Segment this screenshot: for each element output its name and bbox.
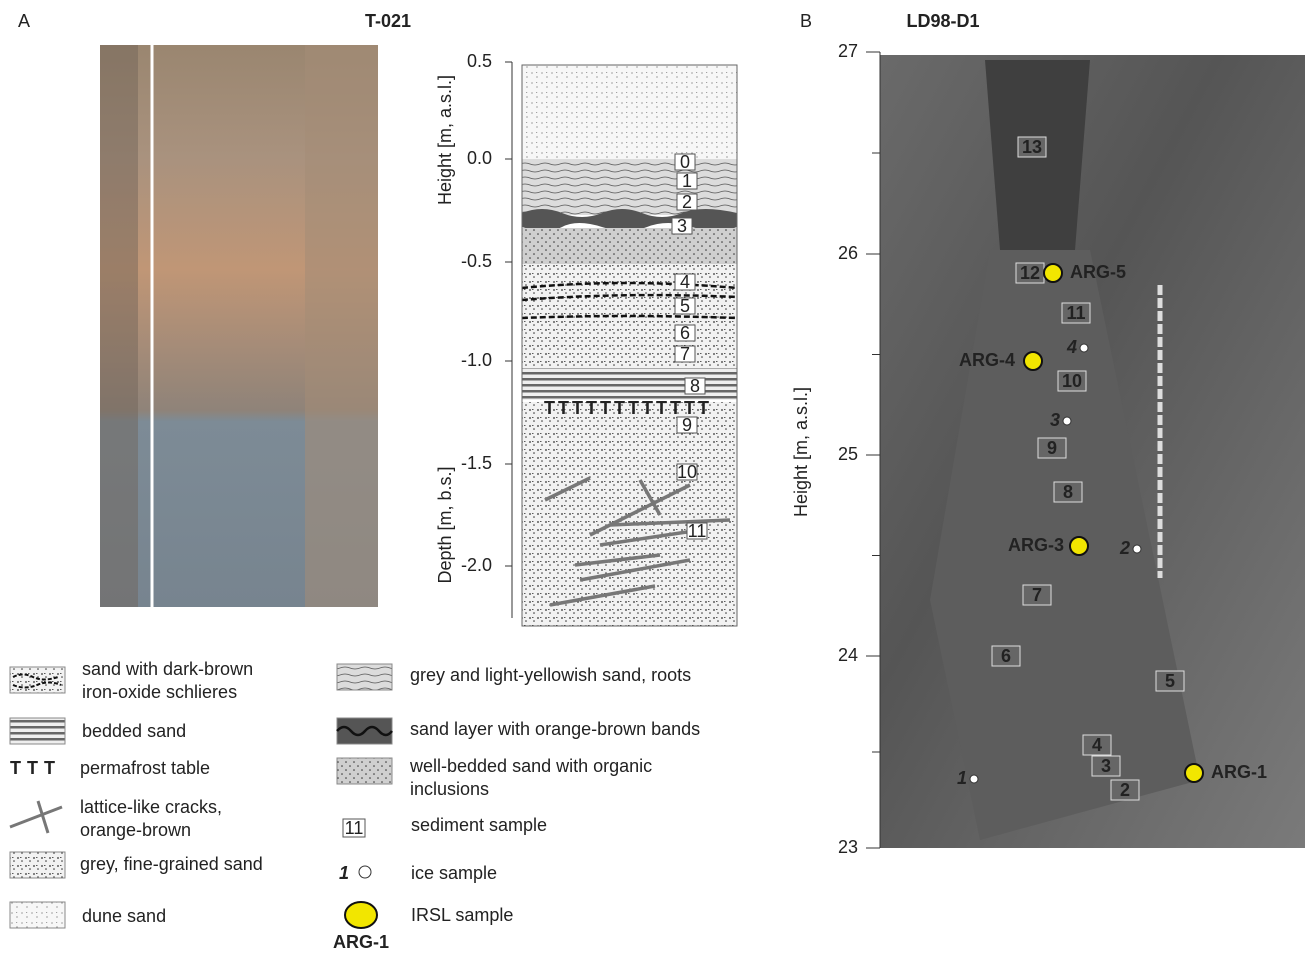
axis-label: Height [m, a.s.l.]	[791, 387, 811, 517]
tick-label: -1.5	[461, 453, 492, 473]
panel-letter: B	[800, 11, 812, 31]
ice-sample-label: 2	[1119, 538, 1130, 558]
legend-symbol	[10, 801, 62, 833]
legend-label: lattice-like cracks,	[80, 797, 222, 817]
layer-label: 2	[1120, 780, 1130, 800]
layer-label: 11	[1066, 303, 1085, 323]
legend-symbol: TTT	[10, 758, 61, 778]
irsl-sample	[1024, 352, 1042, 370]
layer-label: 0	[680, 152, 690, 172]
legend-symbol	[359, 866, 371, 878]
legend-swatch	[337, 664, 392, 690]
legend-label: inclusions	[410, 779, 489, 799]
legend-label: grey and light-yellowish sand, roots	[410, 665, 691, 685]
legend-label: permafrost table	[80, 758, 210, 778]
layer-label: 11	[345, 818, 364, 838]
legend-swatch	[337, 758, 392, 784]
tick-label: 0.5	[467, 51, 492, 71]
legend-label: dune sand	[82, 906, 166, 926]
layer-label: 6	[680, 323, 690, 343]
layer-label: 12	[1020, 263, 1040, 283]
legend-label: well-bedded sand with organic	[409, 756, 652, 776]
legend-swatch	[10, 852, 65, 878]
legend-label: sediment sample	[411, 815, 547, 835]
tick-label: -2.0	[461, 555, 492, 575]
axis-label: Depth [m, b.s.]	[435, 466, 455, 583]
layer-label: 9	[682, 415, 692, 435]
legend-symbol	[345, 902, 377, 928]
layer-label: 9	[1047, 438, 1057, 458]
panel-b-photo	[880, 55, 1305, 848]
tick-label: 24	[838, 645, 858, 665]
irsl-sample	[1070, 537, 1088, 555]
irsl-label: ARG-5	[1070, 262, 1126, 282]
layer-label: 2	[682, 192, 692, 212]
legend-symbol: 1	[339, 863, 349, 883]
layer-label: 13	[1022, 137, 1042, 157]
legend-label: grey, fine-grained sand	[80, 854, 263, 874]
tick-label: 0.0	[467, 148, 492, 168]
legend-label: ice sample	[411, 863, 497, 883]
legend-label: iron-oxide schlieres	[82, 682, 237, 702]
layer-label: 10	[677, 462, 697, 482]
axis-label: Height [m, a.s.l.]	[435, 75, 455, 205]
layer-label: 3	[677, 216, 687, 236]
layer-label: 6	[1001, 646, 1011, 666]
tick-label: -0.5	[461, 251, 492, 271]
irsl-label: ARG-1	[1211, 762, 1267, 782]
tick-label: 27	[838, 41, 858, 61]
layer-label: 8	[1063, 482, 1073, 502]
irsl-label: ARG-4	[959, 350, 1015, 370]
layer-label: 3	[1101, 756, 1111, 776]
legend-label: sand layer with orange-brown bands	[410, 719, 700, 739]
irsl-sample	[1185, 764, 1203, 782]
layer-label: 4	[1092, 735, 1102, 755]
legend-label: IRSL sample	[411, 905, 513, 925]
legend-swatch	[10, 902, 65, 928]
ice-sample	[1063, 417, 1071, 425]
ice-sample	[970, 775, 978, 783]
tick-label: 26	[838, 243, 858, 263]
layer-label: 7	[1032, 585, 1042, 605]
panel-title: LD98-D1	[906, 11, 979, 31]
stratigraphic-column: TTTTTTTTTTTT	[522, 65, 737, 626]
ice-sample	[1080, 344, 1088, 352]
ice-sample-label: 3	[1050, 410, 1060, 430]
figure: TTTTTTTTTTTT A T-021 B LD98-D1 Height [m…	[0, 0, 1309, 956]
legend-swatch	[10, 667, 65, 693]
layer-label: 5	[1165, 671, 1175, 691]
tick-label: -1.0	[461, 350, 492, 370]
layer-label: 1	[682, 171, 692, 191]
panel-title: T-021	[365, 11, 411, 31]
ice-sample	[1133, 545, 1141, 553]
panel-letter: A	[18, 11, 30, 31]
legend-label: bedded sand	[82, 721, 186, 741]
ice-sample-label: 4	[1066, 337, 1077, 357]
tick-label: 25	[838, 444, 858, 464]
ice-sample-label: 1	[957, 768, 967, 788]
legend-label: orange-brown	[80, 820, 191, 840]
irsl-sample	[1044, 264, 1062, 282]
layer-label: 11	[688, 521, 707, 541]
legend-label: ARG-1	[333, 932, 389, 952]
layer-label: 7	[680, 344, 690, 364]
legend-swatch	[10, 718, 65, 744]
irsl-label: ARG-3	[1008, 535, 1064, 555]
layer-label: 5	[680, 296, 690, 316]
panel-a-photo	[100, 45, 378, 607]
layer-label: 4	[680, 272, 690, 292]
layer-label: 8	[690, 376, 700, 396]
tick-label: 23	[838, 837, 858, 857]
legend-label: sand with dark-brown	[82, 659, 253, 679]
layer-label: 10	[1062, 371, 1082, 391]
